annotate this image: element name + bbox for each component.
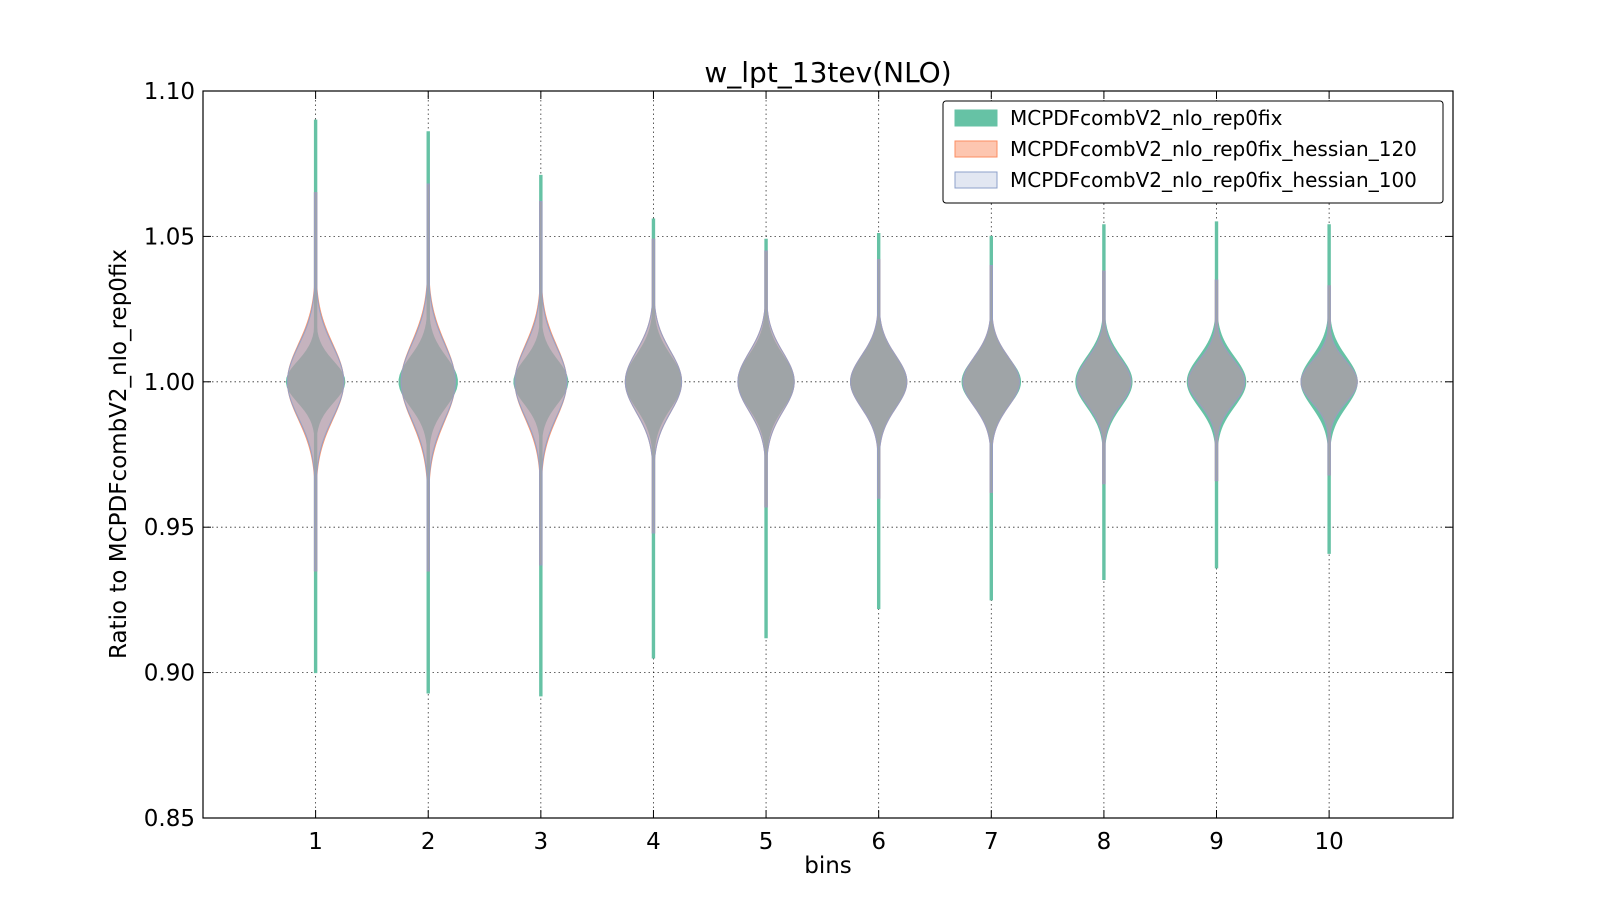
x-tick-label: 1 [308, 829, 323, 855]
chart-title: w_lpt_13tev(NLO) [704, 56, 951, 89]
y-axis-label: Ratio to MCPDFcombV2_nlo_rep0fix [106, 249, 132, 659]
x-tick-label: 2 [421, 829, 436, 855]
legend: MCPDFcombV2_nlo_rep0fix MCPDFcombV2_nlo_r… [942, 100, 1444, 204]
violins-layer [285, 119, 1358, 697]
violin-body [400, 183, 456, 572]
x-tick-label: 8 [1097, 829, 1112, 855]
legend-swatch [954, 109, 998, 127]
y-tick-label: 1.05 [144, 224, 195, 250]
legend-box [942, 100, 1444, 204]
legend-swatch [954, 171, 998, 189]
legend-label: MCPDFcombV2_nlo_rep0fix_hessian_100 [1010, 168, 1417, 192]
violin-body [962, 264, 1020, 493]
violin-body [286, 192, 345, 572]
y-tick-label: 0.85 [144, 806, 195, 832]
violin-body [1187, 279, 1246, 482]
violin-series [286, 183, 1358, 572]
plot-frame [202, 90, 1454, 819]
x-tick-label: 9 [1209, 829, 1224, 855]
violin-body [850, 259, 908, 499]
x-tick-label: 10 [1314, 829, 1343, 855]
violin-body [514, 201, 568, 566]
violin-body [624, 238, 683, 534]
violin-body [1300, 285, 1358, 476]
y-tick-label: 0.95 [144, 515, 195, 541]
legend-label: MCPDFcombV2_nlo_rep0fix [1010, 106, 1283, 130]
legend-label: MCPDFcombV2_nlo_rep0fix_hessian_120 [1010, 137, 1417, 161]
legend-swatch [954, 140, 998, 158]
x-axis-label: bins [804, 853, 852, 879]
y-tick-label: 1.00 [144, 370, 195, 396]
y-tick-label: 0.90 [144, 661, 195, 687]
violin-body [1076, 270, 1132, 485]
x-tick-label: 4 [646, 829, 661, 855]
x-tick-label: 6 [871, 829, 886, 855]
y-tick-label: 1.10 [144, 79, 195, 105]
x-tick-label: 7 [984, 829, 999, 855]
x-tick-label: 3 [534, 829, 549, 855]
x-tick-label: 5 [759, 829, 774, 855]
violin-body [737, 250, 795, 508]
ticks-layer: 1 2 3 4 5 6 7 8 9 10 0.85 0.90 0.95 1.00 1.05 1.10 [144, 79, 1453, 855]
